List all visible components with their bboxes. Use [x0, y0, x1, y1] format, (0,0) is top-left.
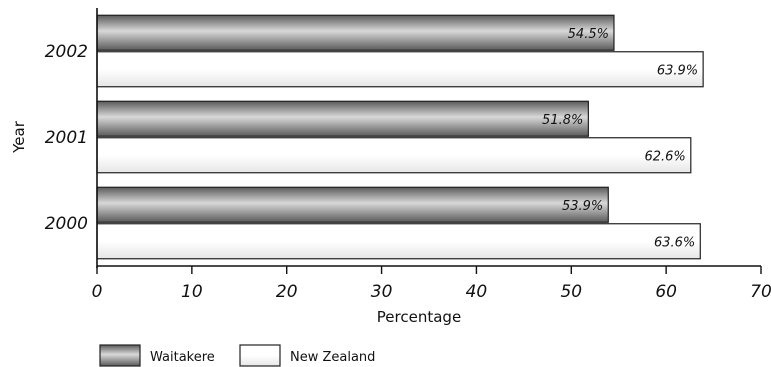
- bar-waitakere-2000: [96, 186, 609, 223]
- legend-swatch-new-zealand: [239, 344, 281, 367]
- x-tick-label: 10: [181, 282, 203, 302]
- bar-new-zealand-2002: [96, 51, 704, 88]
- y-tick-label: 2000: [45, 214, 88, 234]
- legend-label: Waitakere: [150, 350, 215, 365]
- data-label: 51.8%: [542, 113, 583, 128]
- bar-new-zealand-2001: [96, 137, 692, 174]
- data-label: 53.9%: [562, 199, 603, 214]
- legend-swatch-waitakere: [99, 344, 141, 367]
- bar-new-zealand-2000: [96, 223, 701, 260]
- x-tick-label: 0: [92, 282, 103, 302]
- legend-label: New Zealand: [290, 350, 375, 365]
- y-tick-label: 2002: [45, 42, 88, 62]
- labels-layer: 54.5% 63.9% 2002 51.8% 62.6% 2001 53.9% 63.6% 20…: [10, 27, 771, 326]
- x-tick-label: 50: [560, 282, 582, 302]
- bar-waitakere-2001: [96, 100, 589, 137]
- x-tick-label: 30: [371, 282, 393, 302]
- y-axis-title: Year: [10, 120, 28, 154]
- x-tick-label: 20: [276, 282, 298, 302]
- axes-layer: [96, 8, 762, 274]
- x-axis-title: Percentage: [377, 308, 461, 326]
- data-label: 63.6%: [654, 235, 695, 250]
- y-tick-label: 2001: [45, 128, 88, 148]
- x-tick-label: 60: [655, 282, 677, 302]
- data-label: 62.6%: [644, 149, 685, 164]
- x-tick-label: 70: [750, 282, 771, 302]
- legend: Waitakere New Zealand: [99, 344, 375, 367]
- data-label: 54.5%: [568, 27, 609, 42]
- x-tick-label: 40: [466, 282, 488, 302]
- bars-layer: [96, 14, 704, 260]
- data-label: 63.9%: [657, 63, 698, 78]
- bar-waitakere-2002: [96, 14, 615, 51]
